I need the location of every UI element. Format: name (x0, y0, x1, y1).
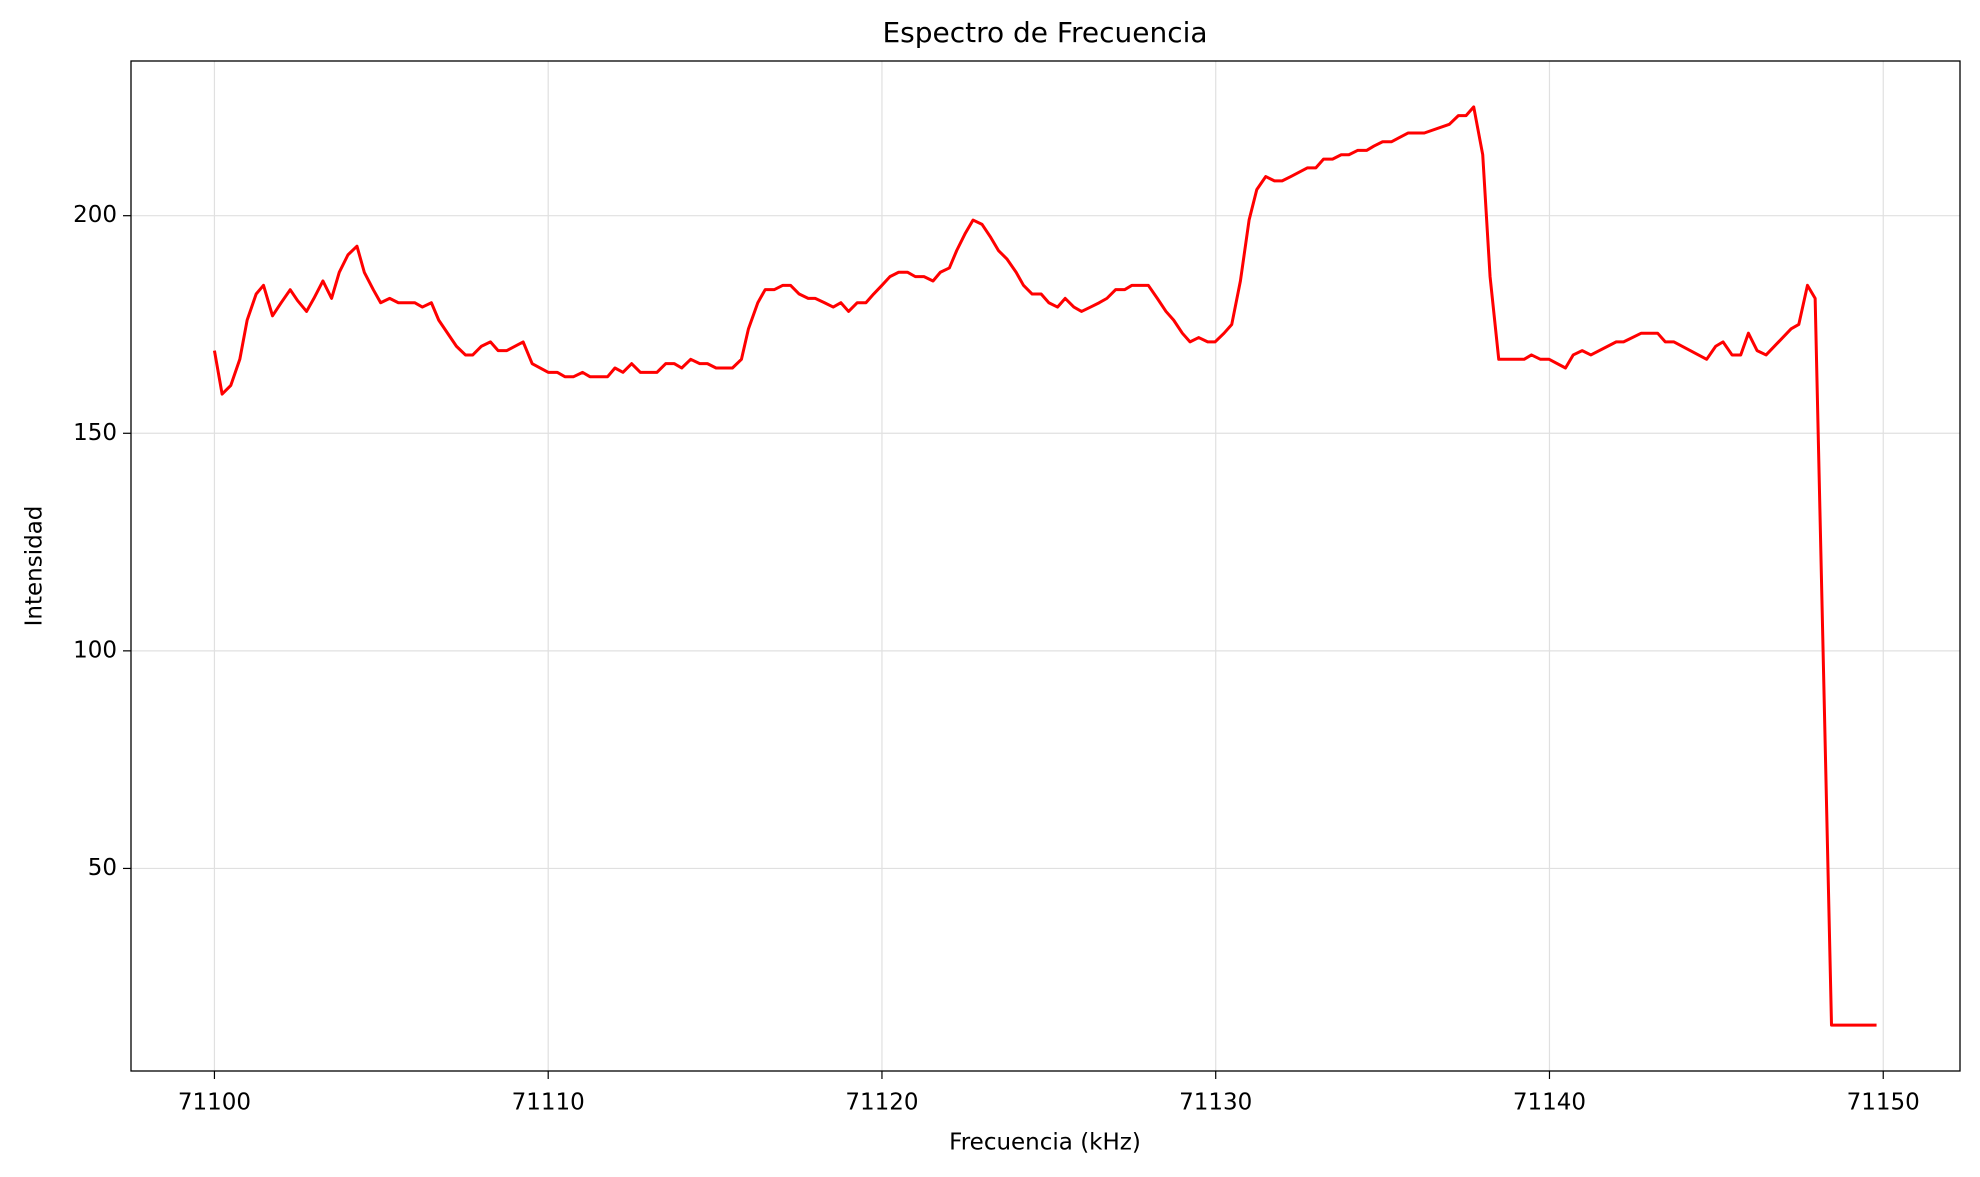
y-tick-label: 50 (88, 855, 117, 881)
x-tick-label: 71140 (1513, 1090, 1586, 1116)
y-tick-label: 100 (73, 637, 117, 663)
plot-frame (130, 60, 1961, 1072)
x-tick-label: 71120 (845, 1090, 918, 1116)
chart-title: Espectro de Frecuencia (882, 16, 1207, 49)
y-tick-label: 150 (73, 420, 117, 446)
x-tick-label: 71110 (512, 1090, 585, 1116)
data-line (212, 105, 1877, 1027)
y-axis-label: Intensidad (22, 506, 48, 627)
y-tick-label: 200 (73, 202, 117, 228)
x-tick-label: 71100 (178, 1090, 251, 1116)
x-axis-label: Frecuencia (kHz) (949, 1130, 1141, 1156)
x-tick-label: 71130 (1179, 1090, 1252, 1116)
x-tick-label: 71150 (1847, 1090, 1920, 1116)
